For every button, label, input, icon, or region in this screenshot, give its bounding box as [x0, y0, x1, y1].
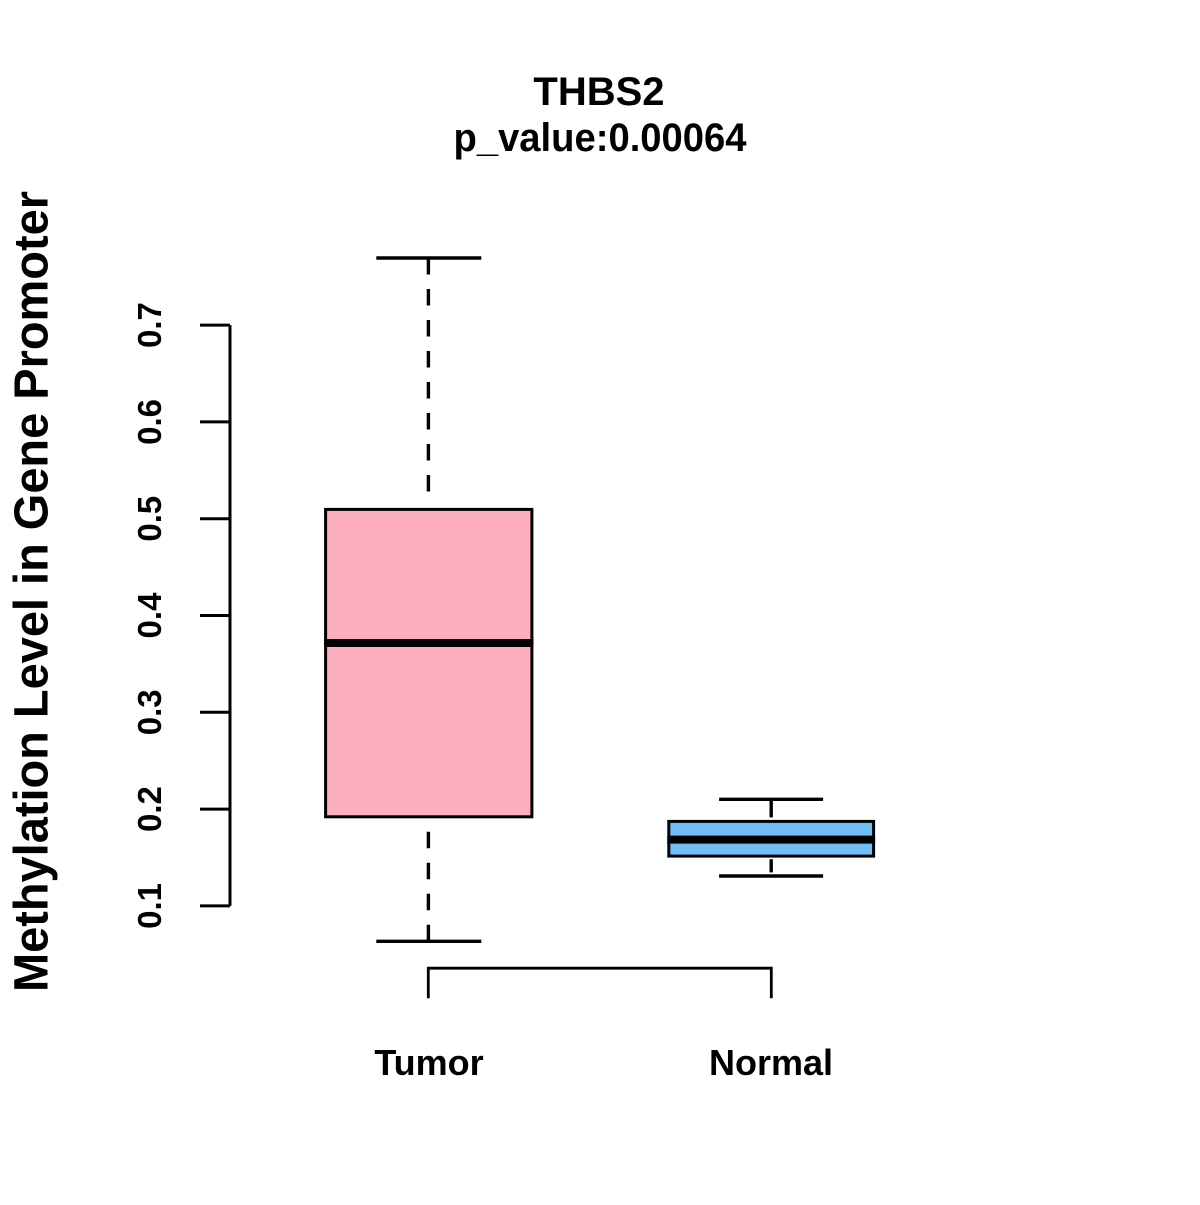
svg-text:Methylation Level in Gene Prom: Methylation Level in Gene Promoter [6, 191, 59, 992]
svg-text:0.2: 0.2 [131, 786, 168, 832]
svg-text:THBS2: THBS2 [533, 70, 664, 114]
svg-text:0.7: 0.7 [131, 302, 168, 348]
svg-text:0.1: 0.1 [131, 883, 168, 929]
svg-text:Tumor: Tumor [374, 1042, 483, 1083]
svg-text:p_value:0.00064: p_value:0.00064 [454, 116, 748, 160]
svg-text:0.4: 0.4 [131, 592, 168, 639]
svg-text:0.5: 0.5 [131, 496, 168, 542]
svg-text:Normal: Normal [709, 1042, 833, 1083]
svg-text:0.6: 0.6 [131, 399, 168, 445]
svg-text:0.3: 0.3 [131, 689, 168, 735]
